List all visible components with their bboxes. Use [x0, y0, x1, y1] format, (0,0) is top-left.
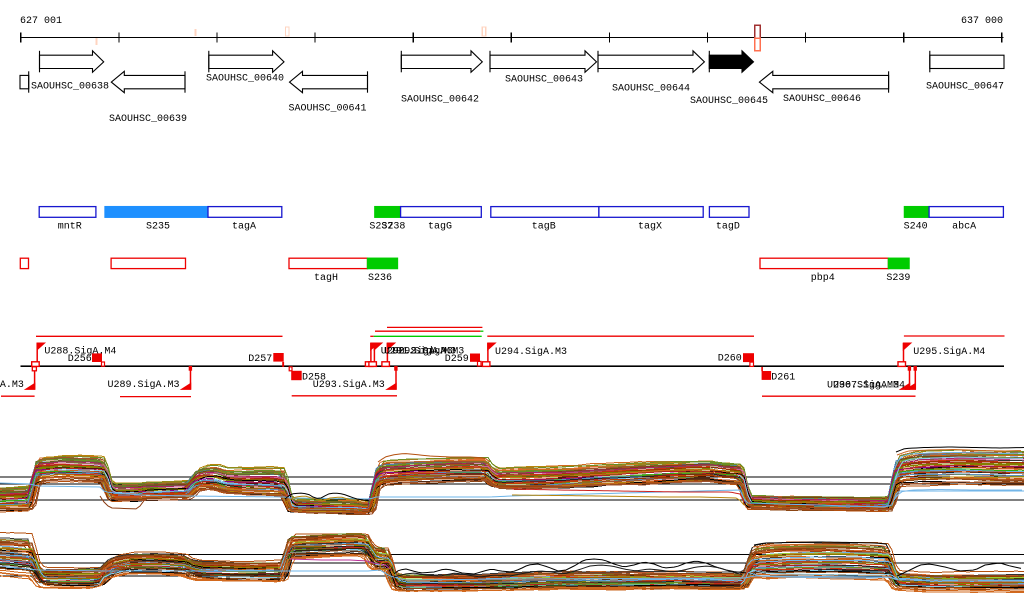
svg-text:S237: S237 [369, 222, 393, 233]
svg-text:S239: S239 [886, 273, 910, 284]
svg-text:S240: S240 [904, 222, 928, 233]
svg-text:tagH: tagH [314, 273, 338, 284]
svg-text:SAOUHSC_00644: SAOUHSC_00644 [612, 84, 690, 95]
svg-text:SAOUHSC_00638: SAOUHSC_00638 [31, 82, 109, 93]
svg-text:SAOUHSC_00639: SAOUHSC_00639 [109, 114, 187, 125]
svg-text:U289.SigA.M3: U289.SigA.M3 [108, 379, 180, 391]
svg-text:U293.SigA.M3: U293.SigA.M3 [313, 379, 385, 391]
svg-text:627 001: 627 001 [20, 16, 62, 27]
svg-text:SAOUHSC_00640: SAOUHSC_00640 [206, 74, 284, 85]
svg-text:D259: D259 [445, 354, 469, 365]
svg-text:U307.SigA.M4: U307.SigA.M4 [833, 379, 905, 391]
svg-text:D258: D258 [302, 372, 326, 383]
svg-text:D256: D256 [68, 354, 92, 365]
svg-text:SAOUHSC_00645: SAOUHSC_00645 [690, 96, 768, 107]
svg-text:D257: D257 [248, 354, 272, 365]
svg-text:U288.SigA.M4: U288.SigA.M4 [44, 346, 116, 358]
svg-text:U295.SigA.M4: U295.SigA.M4 [913, 346, 985, 358]
svg-text:S235: S235 [146, 222, 170, 233]
svg-text:SAOUHSC_00646: SAOUHSC_00646 [783, 94, 861, 105]
svg-text:U294.SigA.M3: U294.SigA.M3 [495, 346, 567, 358]
svg-text:637 000: 637 000 [961, 16, 1003, 27]
svg-text:S238: S238 [381, 222, 405, 233]
svg-text:tagB: tagB [532, 222, 556, 233]
svg-text:tagA: tagA [232, 222, 256, 233]
svg-text:U296.SigA.M3: U296.SigA.M3 [827, 379, 899, 391]
svg-text:U287.SigA.M3: U287.SigA.M3 [0, 379, 24, 391]
svg-text:SAOUHSC_00643: SAOUHSC_00643 [505, 75, 583, 86]
svg-text:U291.SigA.M3: U291.SigA.M3 [384, 346, 456, 358]
svg-text:S236: S236 [368, 273, 392, 284]
svg-text:SAOUHSC_00641: SAOUHSC_00641 [289, 104, 367, 115]
svg-text:tagD: tagD [716, 222, 740, 233]
svg-text:SAOUHSC_00642: SAOUHSC_00642 [401, 95, 479, 106]
svg-text:mntR: mntR [58, 222, 82, 233]
svg-text:tagX: tagX [638, 222, 662, 233]
svg-text:SAOUHSC_00647: SAOUHSC_00647 [926, 82, 1004, 93]
svg-text:U290.SigA.M3: U290.SigA.M3 [381, 346, 453, 358]
svg-text:D260: D260 [718, 353, 742, 364]
svg-text:D261: D261 [771, 373, 795, 384]
svg-text:tagG: tagG [428, 222, 452, 233]
svg-text:abcA: abcA [952, 221, 976, 233]
svg-text:pbp4: pbp4 [811, 272, 835, 284]
svg-text:U292.SigA.M3: U292.SigA.M3 [392, 346, 464, 358]
